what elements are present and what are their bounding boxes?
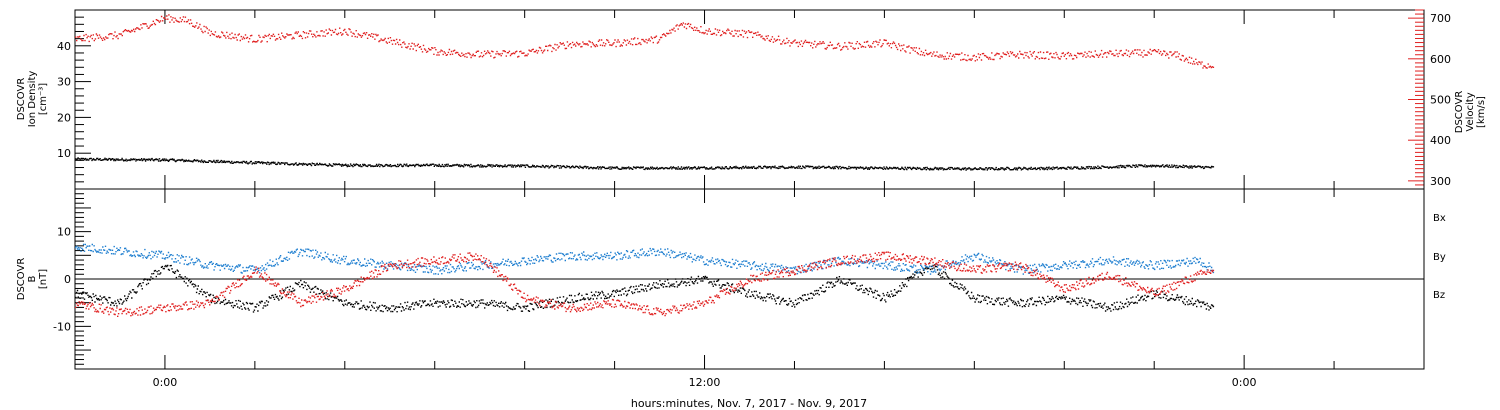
series-velocity bbox=[75, 14, 1215, 69]
series-bx bbox=[75, 262, 1215, 313]
axis-labels: 10 20 30 40 300 400 500 600 700 -10 0 10 0:00 12:00 0:… bbox=[16, 12, 1487, 389]
velocity-axis-title: DSCOVR Velocity [km/s] bbox=[1454, 91, 1487, 134]
velocity-axis-title-line: [km/s] bbox=[1476, 96, 1487, 128]
legend-entry-bz: Bz bbox=[1433, 290, 1445, 301]
series-bz-points bbox=[75, 251, 1215, 317]
left-tick-label-top: 20 bbox=[57, 111, 71, 124]
right-tick-label-top: 500 bbox=[1430, 94, 1451, 107]
legend-entry-by: By bbox=[1433, 252, 1446, 263]
axis-ticks bbox=[74, 9, 1425, 369]
series-bz bbox=[75, 251, 1215, 317]
series-ion-density-points bbox=[75, 157, 1215, 171]
left-tick-label-top: 10 bbox=[57, 147, 71, 160]
left-tick-label-bottom: 10 bbox=[57, 226, 71, 239]
density-axis-title: DSCOVR Ion Density [cm⁻³] bbox=[16, 71, 49, 128]
series-velocity-points bbox=[75, 14, 1215, 69]
data-marks bbox=[75, 14, 1215, 317]
velocity-axis-title-line: Velocity bbox=[1465, 92, 1476, 131]
top-panel-frame bbox=[74, 9, 1425, 190]
x-axis-label: hours:minutes, Nov. 7, 2017 - Nov. 9, 20… bbox=[631, 397, 867, 410]
x-tick-label: 12:00 bbox=[689, 376, 721, 389]
x-tick-label: 0:00 bbox=[153, 376, 178, 389]
right-tick-label-top: 600 bbox=[1430, 53, 1451, 66]
right-tick-label-top: 400 bbox=[1430, 134, 1451, 147]
b-axis-title-line: B bbox=[27, 275, 38, 282]
series-ion-density bbox=[75, 157, 1215, 171]
b-axis-title-line: [nT] bbox=[38, 269, 49, 289]
series-by bbox=[75, 243, 1215, 275]
series-bx-points bbox=[75, 262, 1215, 313]
density-axis-title-line: [cm⁻³] bbox=[38, 83, 49, 115]
x-tick-label: 0:00 bbox=[1232, 376, 1257, 389]
right-tick-label-top: 300 bbox=[1430, 175, 1451, 188]
legend-entry-bx: Bx bbox=[1433, 213, 1446, 224]
velocity-axis-title-line: DSCOVR bbox=[1454, 91, 1465, 134]
b-axis-title: DSCOVR B [nT] bbox=[16, 258, 49, 301]
left-tick-label-bottom: 0 bbox=[64, 273, 71, 286]
density-axis-title-line: Ion Density bbox=[27, 71, 38, 128]
b-axis-title-line: DSCOVR bbox=[16, 258, 27, 301]
left-tick-label-top: 30 bbox=[57, 76, 71, 89]
right-tick-label-top: 700 bbox=[1430, 12, 1451, 25]
left-tick-label-top: 40 bbox=[57, 40, 71, 53]
series-by-points bbox=[75, 243, 1215, 275]
left-tick-label-bottom: -10 bbox=[53, 320, 71, 333]
density-axis-title-line: DSCOVR bbox=[16, 78, 27, 121]
